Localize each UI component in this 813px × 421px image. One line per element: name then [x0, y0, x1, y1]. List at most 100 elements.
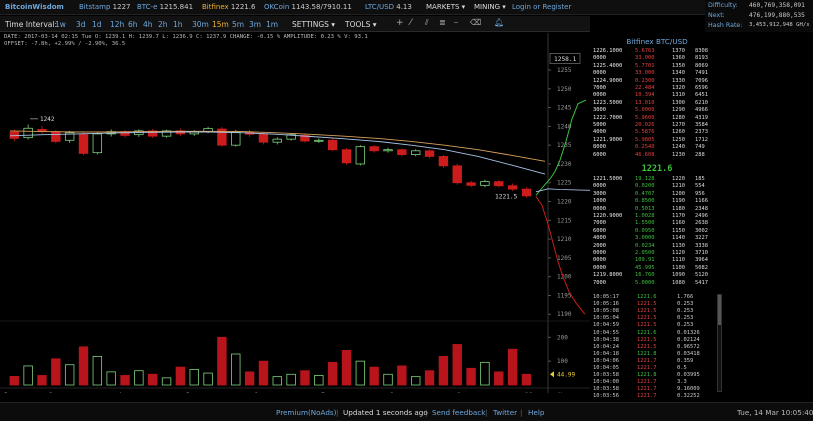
ask-row[interactable]: 4000 5.5876 1260 2373	[591, 129, 723, 136]
scrollbar-thumb[interactable]	[718, 295, 721, 325]
interval-15m[interactable]: 15m	[212, 19, 229, 29]
ask-row[interactable]: 1221.9000 5.9805 1250 1712	[591, 137, 723, 144]
sum-price-cell: 1200	[672, 190, 685, 197]
interval-5m[interactable]: 5m	[232, 19, 245, 29]
ask-row[interactable]: 6000 46.608 1230 288	[591, 152, 723, 159]
trade-history[interactable]: 10:05:17 1221.6 1.766 10:05:16 1221.5 0.253 10…	[591, 292, 723, 398]
bid-row[interactable]: 1000 0.8500 1190 1166	[591, 198, 723, 205]
trade-row: 10:03:56 1221.7 0.32252	[591, 393, 723, 398]
ask-row[interactable]: 1223.5000 13.010 1300 6210	[591, 100, 723, 107]
login-link[interactable]: Login or Register	[512, 3, 572, 11]
depth-bid-line	[535, 99, 587, 196]
feedback-link[interactable]: Send feedback	[432, 408, 486, 417]
bid-row[interactable]: 0000 0.0200 1210 554	[591, 183, 723, 190]
chart-canvas[interactable]: 1255125012451240123512301225122012151210…	[0, 33, 590, 393]
bid-row[interactable]: 3000 0.4707 1200 956	[591, 191, 723, 198]
trade-amount: 0.253	[677, 315, 694, 322]
interval-3m[interactable]: 3m	[249, 19, 262, 29]
ticker-ltcusd[interactable]: LTC/USD 4.13	[365, 3, 412, 11]
logo[interactable]: BitcoinWisdom	[5, 3, 64, 11]
bid-row[interactable]: 2000 0.0234 1130 3338	[591, 243, 723, 250]
ticker-btce[interactable]: BTC-e 1215.841	[137, 3, 193, 11]
sum-price-cell: 1120	[672, 250, 685, 256]
interval-2h[interactable]: 2h	[158, 19, 168, 29]
ask-row[interactable]: 1224.9000 0.2300 1330 7096	[591, 78, 723, 85]
ask-row[interactable]: 1222.7000 5.9600 1280 4319	[591, 115, 723, 122]
volume-bar	[507, 348, 518, 386]
ask-row[interactable]: 0000 33.000 1360 8193	[591, 55, 723, 62]
trade-row: 10:04:05 1221.7 0.5	[591, 365, 723, 372]
amount-cell: 45.995	[635, 264, 655, 271]
price-cell: 0000	[593, 257, 606, 264]
ticker-bitfinex[interactable]: Bitfinex 1221.6	[202, 3, 255, 11]
bid-row[interactable]: 6000 0.0950 1150 3002	[591, 228, 723, 235]
sum-amount-cell: 4966	[695, 107, 708, 114]
ticker-bitstamp[interactable]: Bitstamp 1227	[79, 3, 131, 11]
trade-time: 10:03:56	[593, 393, 619, 398]
bid-row[interactable]: 0000 109.91 1110 3964	[591, 257, 723, 264]
interval-1w[interactable]: 1w	[55, 19, 66, 29]
price-cell: 1000	[593, 198, 606, 205]
tools-menu[interactable]: TOOLS ▾	[345, 19, 377, 29]
volume-bar	[148, 373, 158, 386]
hline-tool-icon[interactable]: ⎯	[454, 18, 458, 27]
ask-row[interactable]: 8000 0.2540 1240 749	[591, 144, 723, 151]
ask-row[interactable]: 0000 33.000 1340 7491	[591, 70, 723, 77]
price-cell: 6000	[593, 151, 606, 158]
alert-bell-icon[interactable]: 🔔︎	[494, 18, 505, 27]
channel-tool-icon[interactable]: ⫽	[425, 18, 429, 27]
interval-30m[interactable]: 30m	[192, 19, 209, 29]
markets-menu[interactable]: MARKETS ▾	[426, 3, 466, 11]
sum-price-cell: 1170	[672, 213, 685, 219]
trade-price: 1221.8	[637, 372, 657, 379]
amount-cell: 0.0234	[635, 242, 655, 249]
volume-bar	[327, 361, 338, 386]
mining-menu[interactable]: MINING ▾	[474, 3, 506, 11]
ask-row[interactable]: 5000 20.026 1270 3584	[591, 122, 723, 129]
interval-4h[interactable]: 4h	[143, 19, 153, 29]
sum-price-cell: 1230	[672, 151, 685, 158]
footer-divider: |	[520, 408, 523, 417]
interval-1m[interactable]: 1m	[266, 19, 279, 29]
ticker-okcoin[interactable]: OKCoin 1143.58/7910.11	[264, 3, 352, 11]
bid-row[interactable]: 0000 45.995 1100 5082	[591, 265, 723, 272]
interval-3d[interactable]: 3d	[76, 19, 86, 29]
ask-row[interactable]: 1225.4000 5.7701 1350 8069	[591, 63, 723, 70]
bid-row[interactable]: 1219.8000 16.760 1090 5120	[591, 272, 723, 279]
interval-1d[interactable]: 1d	[92, 19, 102, 29]
bid-row[interactable]: 0000 0.5013 1180 2348	[591, 206, 723, 213]
price-chart[interactable]: DATE: 2017-03-14 02:15 Tue O: 1239.1 H: …	[0, 33, 590, 393]
bid-row[interactable]: 4000 3.0000 1140 3227	[591, 235, 723, 242]
help-link[interactable]: Help	[528, 408, 545, 417]
bid-row[interactable]: 0000 2.0500 1120 3710	[591, 250, 723, 257]
interval-6h[interactable]: 6h	[128, 19, 138, 29]
bid-row[interactable]: 7000 1.5500 1160 2638	[591, 220, 723, 227]
ask-row[interactable]: 3000 5.0000 1290 4966	[591, 107, 723, 114]
settings-menu[interactable]: SETTINGS ▾	[292, 19, 336, 29]
trades-scrollbar[interactable]	[717, 294, 722, 392]
premium-link[interactable]: Premium(NoAds)	[276, 408, 337, 417]
price-tick-label: 1205	[557, 255, 572, 262]
bid-row[interactable]: 1220.9000 1.0028 1170 2496	[591, 213, 723, 220]
ask-row[interactable]: 7000 22.484 1320 6596	[591, 85, 723, 92]
candle-body	[480, 181, 490, 186]
ask-row[interactable]: 0000 10.394 1310 6451	[591, 92, 723, 99]
candle-body	[217, 128, 227, 146]
ma-extension-line	[535, 188, 590, 193]
fib-tool-icon[interactable]: ≣	[439, 18, 446, 27]
price-cell: 0000	[593, 183, 606, 190]
ask-row[interactable]: 1226.1000 5.6763 1370 8308	[591, 48, 723, 55]
line-tool-icon[interactable]: ⁄	[410, 18, 412, 28]
price-tick-label: 1220	[557, 199, 572, 206]
sum-price-cell: 1190	[672, 198, 685, 205]
trash-icon[interactable]: ⌫	[470, 18, 482, 27]
bid-row[interactable]: 7000 5.0000 1080 5417	[591, 280, 723, 287]
next-value: 476,199,880,535	[749, 12, 805, 19]
crosshair-tool-icon[interactable]: +	[396, 18, 404, 28]
interval-12h[interactable]: 12h	[110, 19, 125, 29]
time-axis-label: 6	[254, 392, 258, 393]
interval-1h[interactable]: 1h	[173, 19, 183, 29]
twitter-link[interactable]: Twitter	[493, 408, 518, 417]
time-axis-label: 9	[457, 392, 461, 393]
bid-row[interactable]: 1221.5000 19.128 1220 185	[591, 176, 723, 183]
